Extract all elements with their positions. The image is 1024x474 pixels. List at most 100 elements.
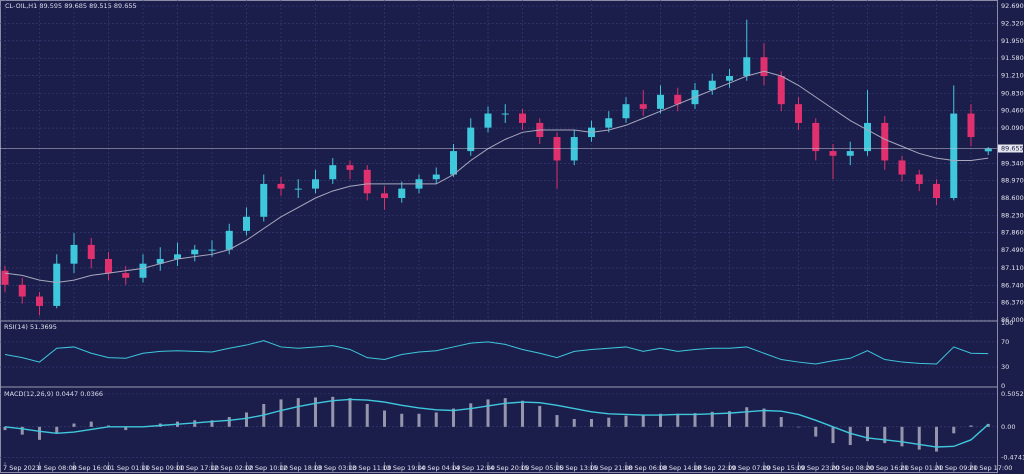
candle-body <box>829 151 837 156</box>
candle-body <box>225 230 233 250</box>
macd-bar <box>814 426 818 437</box>
candle-body <box>846 151 854 156</box>
macd-bar <box>72 423 76 427</box>
candle-body <box>639 104 647 109</box>
macd-bar <box>503 398 507 427</box>
candle-body <box>467 127 475 152</box>
candle-body <box>294 188 302 190</box>
y-tick-label: 90.830 <box>1001 89 1024 97</box>
x-tick-label: 11 Sep 01:00 <box>107 464 150 472</box>
candle-body <box>363 169 371 194</box>
macd-bar <box>365 403 369 427</box>
candle-body <box>950 113 958 199</box>
x-tick-label: 21 Sep 09:00 <box>935 464 978 472</box>
macd-bar <box>969 425 973 427</box>
candle-body <box>70 244 78 264</box>
x-tick-label: 21 Sep 17:00 <box>969 464 1012 472</box>
candle-body <box>708 80 716 91</box>
candle-body <box>381 193 388 199</box>
y-tick-label: 88.970 <box>1001 177 1024 185</box>
macd-bar <box>676 413 680 427</box>
candle-body <box>484 113 492 128</box>
candle-body <box>743 57 751 77</box>
y-tick-label: 87.110 <box>1001 264 1024 272</box>
rsi-tick-label: 100 <box>1001 319 1013 327</box>
macd-bar <box>314 397 317 427</box>
y-tick-label: 91.580 <box>1001 54 1024 62</box>
macd-bar <box>607 417 611 427</box>
x-tick-label: 13 Sep 19:00 <box>383 464 426 472</box>
candle-body <box>898 160 906 175</box>
macd-bar <box>848 426 852 446</box>
y-tick-label: 86.740 <box>1001 281 1024 289</box>
macd-bar <box>245 412 248 427</box>
y-tick-label: 91.950 <box>1001 37 1024 45</box>
x-tick-label: 18 Sep 14:00 <box>659 464 702 472</box>
candle-body <box>105 259 112 274</box>
x-tick-label: 13 Sep 03:00 <box>314 464 357 472</box>
x-tick-label: 15 Sep 21:00 <box>590 464 633 472</box>
macd-bar <box>486 399 490 427</box>
macd-bar <box>745 407 749 427</box>
macd-bar <box>417 413 421 427</box>
x-tick-label: 15 Sep 13:00 <box>555 464 598 472</box>
x-tick-label: 20 Sep 16:00 <box>866 464 909 472</box>
macd-bar <box>917 426 921 450</box>
rsi-tick-label: 70 <box>1001 338 1009 346</box>
x-tick-label: 19 Sep 23:00 <box>797 464 840 472</box>
y-tick-label: 90.090 <box>1001 124 1024 132</box>
y-tick-label: 91.210 <box>1001 72 1024 80</box>
y-tick-label: 89.340 <box>1001 159 1024 167</box>
macd-signal <box>4 398 989 448</box>
x-tick-label: 11 Sep 09:00 <box>141 464 184 472</box>
signal-last: 0.0366 <box>80 390 103 398</box>
macd-bar <box>710 411 714 427</box>
macd-bar <box>624 415 628 427</box>
macd-bar <box>348 398 352 427</box>
y-tick-label: 88.600 <box>1001 194 1024 202</box>
x-tick-label: 14 Sep 04:00 <box>417 464 460 472</box>
candle-body <box>864 122 871 152</box>
candle-body <box>1 270 9 285</box>
candle-body <box>174 254 181 260</box>
y-tick-label: 92.320 <box>1001 19 1024 27</box>
x-tick-label: 11 Sep 17:00 <box>176 464 219 472</box>
macd-bar <box>590 418 593 427</box>
x-tick-label: 12 Sep 18:00 <box>279 464 322 472</box>
candle-body <box>346 165 354 170</box>
x-tick-label: 18 Sep 22:00 <box>693 464 736 472</box>
macd-bar <box>641 415 645 427</box>
candle-body <box>312 179 319 189</box>
candle-body <box>795 104 802 123</box>
macd-bar <box>555 415 559 427</box>
candle-body <box>915 174 923 184</box>
macd-bar <box>952 426 956 434</box>
macd-bar <box>89 421 93 427</box>
macd-bar <box>762 408 766 427</box>
macd-bar <box>124 426 128 431</box>
macd-last: 0.0447 <box>55 390 78 398</box>
candle-body <box>984 148 992 152</box>
macd-tick-label: -0.4741 <box>1001 454 1024 462</box>
macd-bar <box>331 396 335 427</box>
y-tick-label: 86.000 <box>1001 316 1024 324</box>
candle-body <box>191 249 199 255</box>
candle-body <box>432 174 440 180</box>
current-price-tag <box>998 144 1023 153</box>
candle-body <box>156 259 164 264</box>
current-price-label: 89.655 <box>1001 145 1024 153</box>
x-tick-label: 8 Sep 16:00 <box>72 464 111 472</box>
candle-body <box>812 122 820 152</box>
candle-body <box>208 249 216 251</box>
candle-body <box>398 188 406 199</box>
macd-bar <box>935 426 938 452</box>
x-tick-label: 21 Sep 01:00 <box>900 464 943 472</box>
x-tick-label: 14 Sep 12:00 <box>452 464 495 472</box>
candle-body <box>519 113 526 123</box>
macd-bar <box>779 417 783 427</box>
macd-tick-label: 0.00 <box>1001 423 1015 431</box>
y-tick-label: 90.460 <box>1001 107 1024 115</box>
x-tick-label: 13 Sep 11:00 <box>348 464 391 472</box>
x-tick-label: 12 Sep 10:00 <box>245 464 288 472</box>
